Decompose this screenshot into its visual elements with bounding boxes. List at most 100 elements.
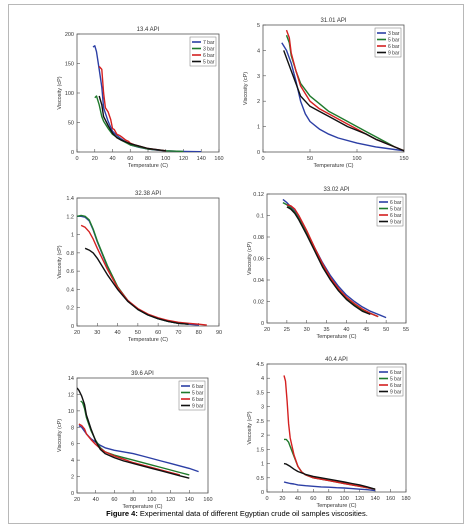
legend-label: 7 bar	[203, 40, 215, 46]
chart-title: 13.4 API	[137, 27, 160, 33]
chart-1: 0 20 40 60 80 100 120 140 160 0 50 100 150 200 13.4 AP…	[57, 27, 224, 169]
x-tick-label: 60	[310, 496, 316, 502]
y-axis-label: Viscosity (cP)	[57, 76, 63, 109]
x-tick-label: 90	[216, 330, 222, 336]
y-tick-label: 1.4	[66, 196, 74, 202]
x-tick-label: 0	[261, 156, 264, 162]
chart-4: 20 25 30 35 40 45 50 55 0 0.02 0.04 0.06 0.08 0.1 0.12…	[247, 187, 409, 340]
legend-label: 9 bar	[390, 220, 402, 226]
legend-label: 6 bar	[388, 44, 400, 50]
y-tick-label: 0.5	[256, 476, 264, 482]
legend-label: 6 bar	[390, 383, 402, 389]
y-tick-label: 2	[71, 475, 74, 481]
x-tick-label: 80	[196, 330, 202, 336]
plot-area	[76, 197, 220, 327]
y-tick-label: 2.5	[256, 419, 264, 425]
y-axis-label: Viscosity (cP)	[57, 245, 63, 278]
y-tick-label: 4	[261, 376, 264, 382]
y-tick-label: 0	[257, 150, 260, 156]
x-tick-label: 20	[74, 497, 80, 503]
x-tick-label: 150	[399, 156, 408, 162]
legend-label: 6 bar	[390, 200, 402, 206]
y-tick-label: 0.04	[253, 278, 264, 284]
legend-label: 6 bar	[192, 397, 204, 403]
x-tick-label: 25	[284, 327, 290, 333]
x-tick-label: 160	[203, 497, 212, 503]
y-tick-label: 2	[261, 433, 264, 439]
x-tick-label: 100	[340, 496, 349, 502]
caption-label: Figure 4:	[106, 509, 138, 518]
series-line-black	[283, 50, 404, 152]
chart-title: 40.4 API	[325, 357, 348, 363]
legend-label: 9 bar	[192, 404, 204, 410]
x-axis-label: Temperature (C)	[313, 163, 353, 169]
y-tick-label: 0	[261, 490, 264, 496]
y-tick-label: 2	[257, 99, 260, 105]
legend-label: 6 bar	[390, 213, 402, 219]
y-tick-label: 100	[65, 91, 74, 97]
y-tick-label: 0.12	[253, 192, 264, 198]
series-line-black	[98, 95, 166, 152]
chart-title: 31.01 API	[320, 18, 346, 24]
y-tick-label: 4	[71, 458, 74, 464]
y-tick-label: 0.6	[66, 269, 74, 275]
caption-text: Experimental data of different Egyptian …	[139, 509, 368, 518]
y-tick-label: 1.2	[66, 214, 74, 220]
y-tick-label: 12	[68, 392, 74, 398]
chart-6: 0 20 40 60 80 100 120 140 160 180 0 0.5 1 1.5 2 2.5 3 3.5…	[247, 357, 411, 509]
x-tick-label: 80	[130, 497, 136, 503]
legend-label: 3 bar	[388, 31, 400, 37]
x-tick-label: 60	[155, 330, 161, 336]
y-tick-label: 1	[71, 233, 74, 239]
x-axis-label: Temperature (C)	[128, 163, 168, 169]
y-tick-label: 1.5	[256, 447, 264, 453]
series-line-blue	[281, 42, 404, 152]
chart-title: 32.38 API	[135, 191, 161, 197]
y-tick-label: 10	[68, 409, 74, 415]
y-tick-label: 14	[68, 376, 74, 382]
series-line-black	[283, 462, 376, 490]
legend-label: 6 bar	[390, 370, 402, 376]
y-tick-label: 0.2	[66, 306, 74, 312]
legend-label: 9 bar	[390, 390, 402, 396]
y-tick-label: 1	[257, 125, 260, 131]
x-tick-label: 40	[109, 156, 115, 162]
x-tick-label: 80	[326, 496, 332, 502]
y-tick-label: 0.1	[256, 214, 264, 220]
x-tick-label: 40	[343, 327, 349, 333]
x-tick-label: 20	[92, 156, 98, 162]
x-tick-label: 60	[111, 497, 117, 503]
chart-5: 20 40 60 80 100 120 140 160 0 2 4 6 8 10 12 14 39.6 API T…	[57, 371, 213, 510]
x-tick-label: 60	[127, 156, 133, 162]
y-tick-label: 200	[65, 32, 74, 38]
legend-label: 5 bar	[390, 207, 402, 213]
y-tick-label: 0	[71, 150, 74, 156]
x-tick-label: 160	[386, 496, 395, 502]
y-axis-label: Viscosity (cP)	[247, 242, 253, 275]
y-tick-label: 0.4	[66, 287, 74, 293]
y-tick-label: 3.5	[256, 390, 264, 396]
x-tick-label: 40	[93, 497, 99, 503]
x-axis-label: Temperature (C)	[316, 334, 356, 340]
legend-label: 5 bar	[203, 60, 215, 66]
x-tick-label: 120	[166, 497, 175, 503]
legend-label: 5 bar	[388, 38, 400, 44]
legend-label: 5 bar	[390, 377, 402, 383]
y-tick-label: 0.08	[253, 235, 264, 241]
x-tick-label: 100	[147, 497, 156, 503]
chart-title: 39.6 API	[131, 371, 154, 377]
y-tick-label: 0.8	[66, 251, 74, 257]
y-tick-label: 3	[261, 405, 264, 411]
y-tick-label: 4	[257, 48, 260, 54]
y-axis-label: Viscosity (cP)	[243, 72, 249, 105]
x-tick-label: 140	[371, 496, 380, 502]
figure-caption: Figure 4: Experimental data of different…	[0, 509, 474, 518]
x-tick-label: 0	[265, 496, 268, 502]
x-tick-label: 35	[324, 327, 330, 333]
x-tick-label: 180	[401, 496, 410, 502]
